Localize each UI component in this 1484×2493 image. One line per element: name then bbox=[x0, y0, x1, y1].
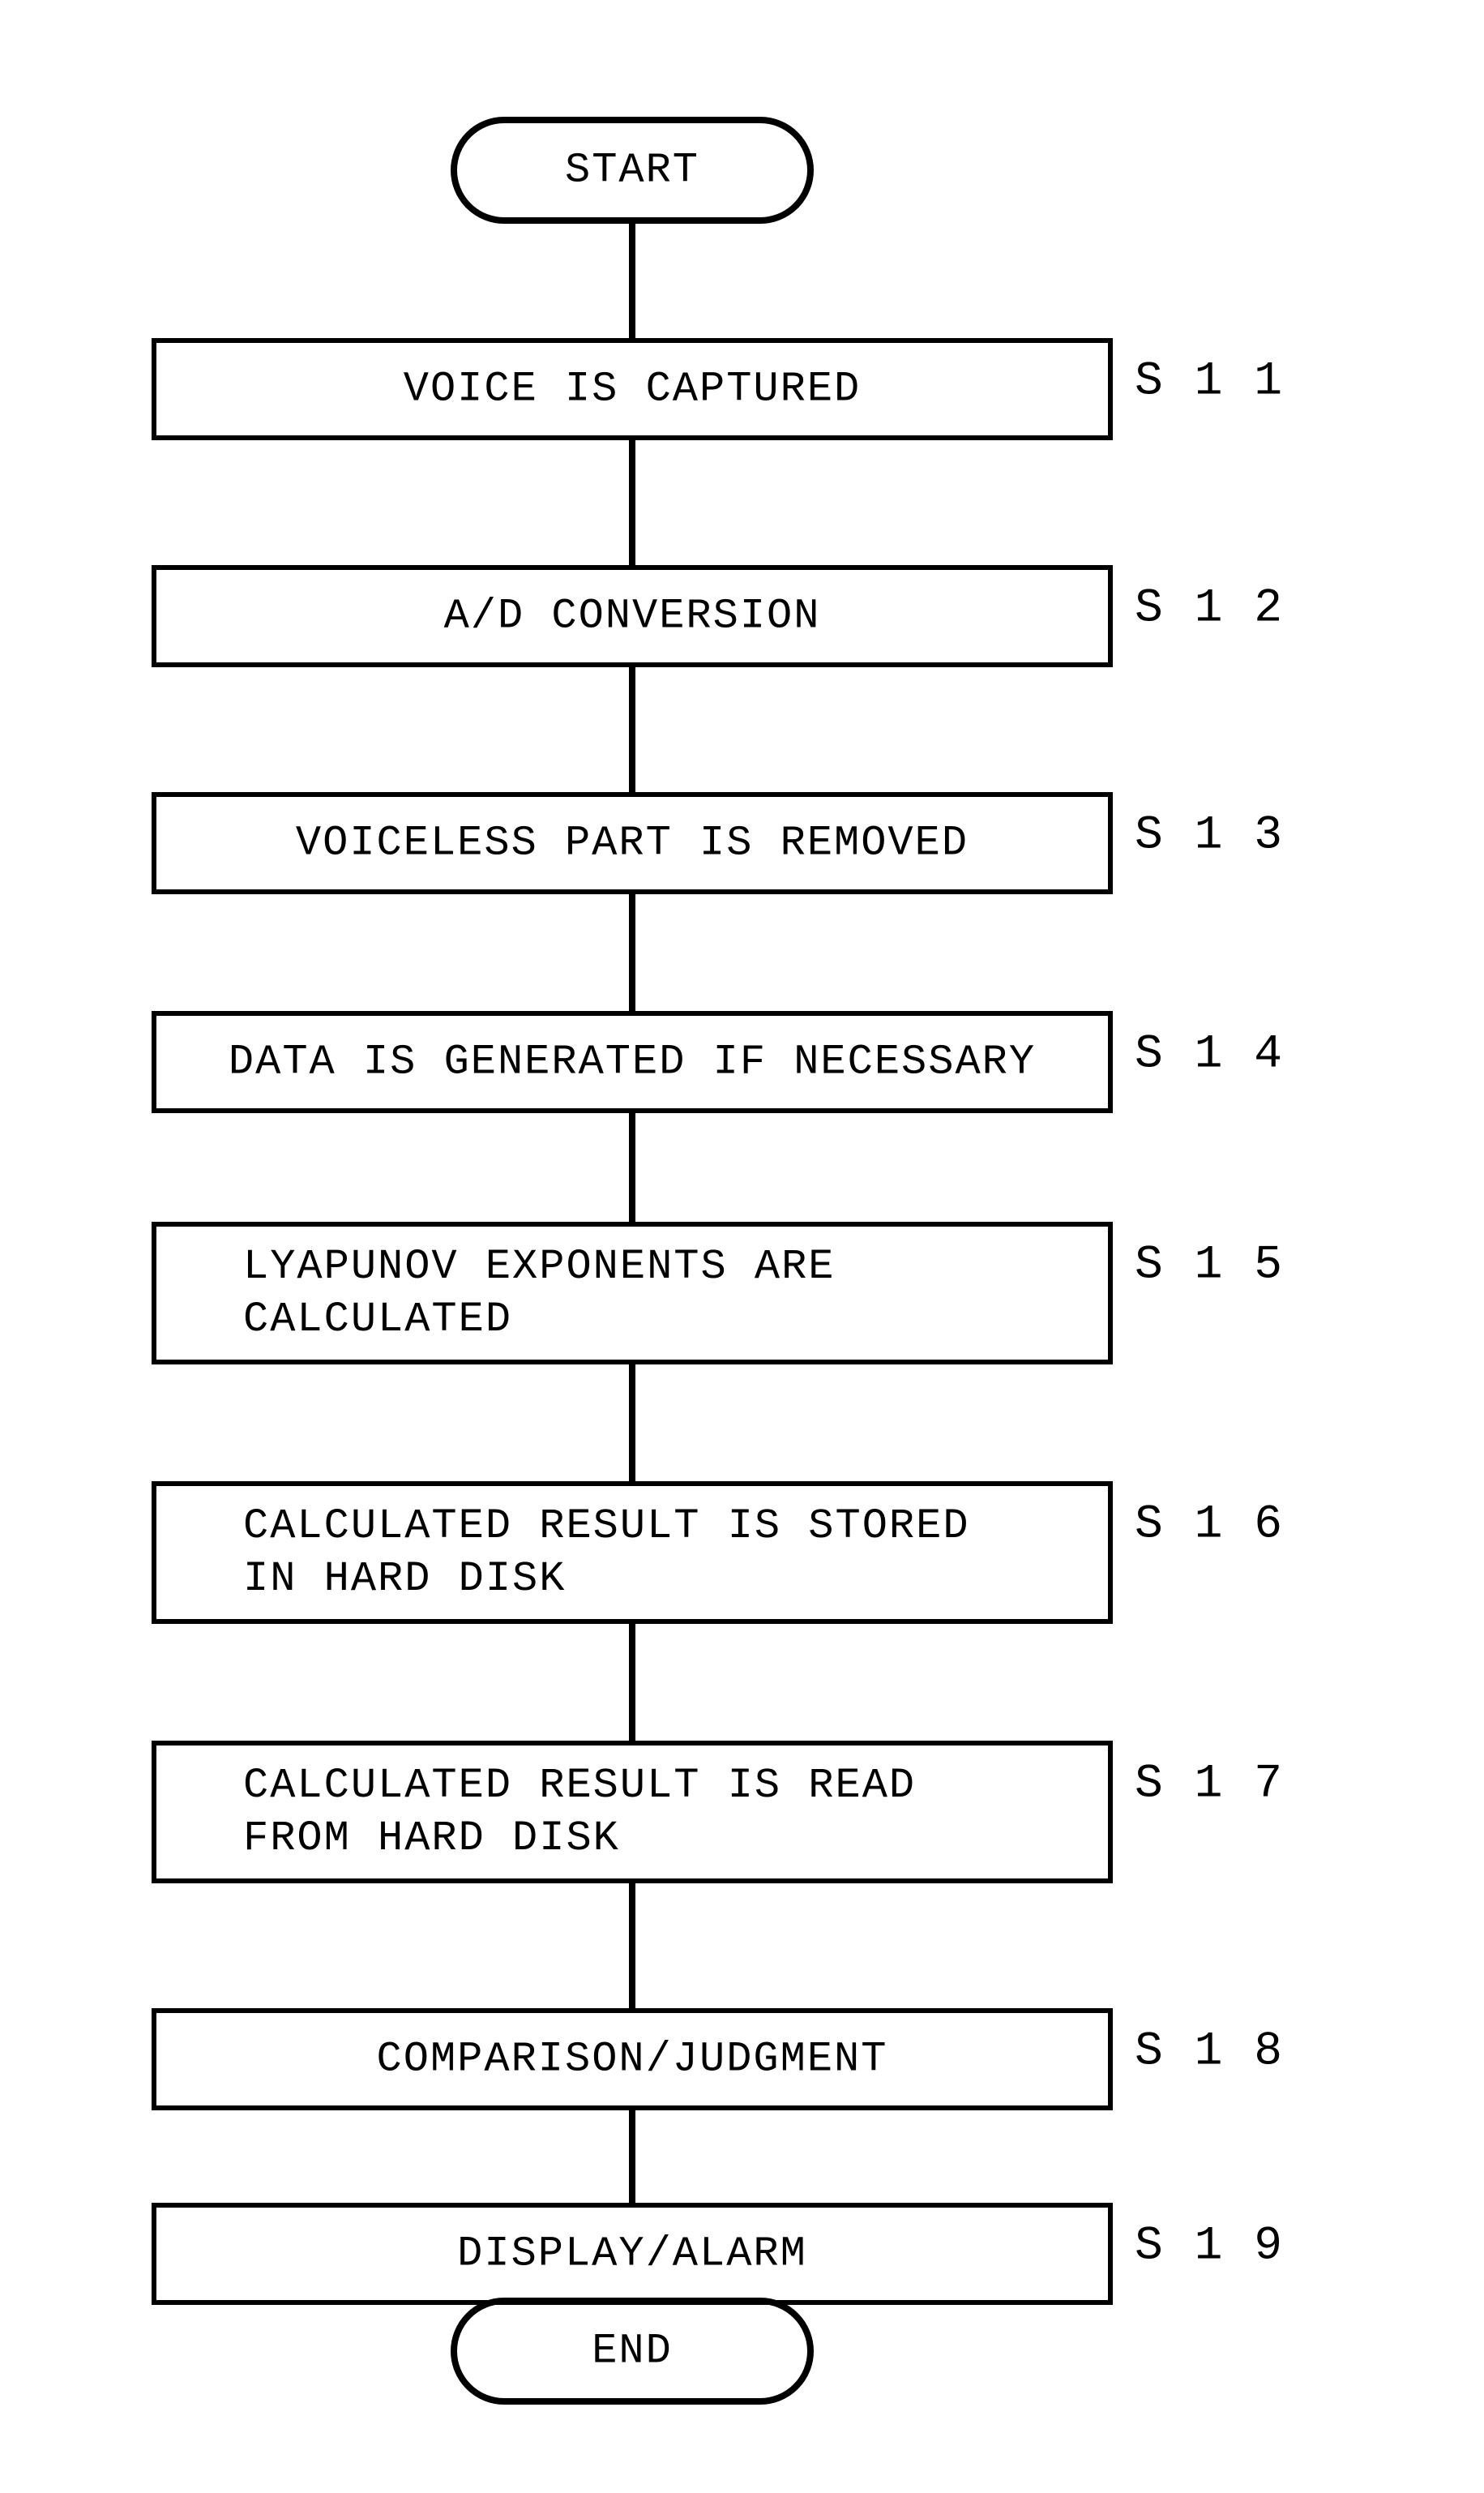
step-label-S19: S 1 9 bbox=[1135, 2220, 1284, 2272]
step-label-S13: S 1 3 bbox=[1135, 809, 1284, 862]
terminator-start-text: START bbox=[565, 147, 699, 195]
step-S16-line-1: IN HARD DISK bbox=[243, 1555, 566, 1603]
step-label-S18: S 1 8 bbox=[1135, 2025, 1284, 2078]
step-S13-line-0: VOICELESS PART IS REMOVED bbox=[296, 820, 969, 867]
step-label-S15: S 1 5 bbox=[1135, 1239, 1284, 1291]
terminator-end-text: END bbox=[592, 2328, 673, 2375]
step-S15-line-1: CALCULATED bbox=[243, 1296, 512, 1343]
step-S11: VOICE IS CAPTURED S 1 1 bbox=[154, 341, 1284, 438]
step-label-S12: S 1 2 bbox=[1135, 582, 1284, 635]
step-S16-line-0: CALCULATED RESULT IS STORED bbox=[243, 1502, 970, 1550]
terminator-start: START bbox=[454, 120, 810, 221]
step-S18: COMPARISON/JUDGMENT S 1 8 bbox=[154, 2011, 1284, 2108]
step-S19: DISPLAY/ALARM S 1 9 bbox=[154, 2205, 1284, 2302]
step-S12-line-0: A/D CONVERSION bbox=[444, 593, 821, 640]
step-S12: A/D CONVERSION S 1 2 bbox=[154, 568, 1284, 665]
step-S16: CALCULATED RESULT IS STORED IN HARD DISK S… bbox=[154, 1484, 1284, 1621]
step-S13: VOICELESS PART IS REMOVED S 1 3 bbox=[154, 795, 1284, 892]
step-S15: LYAPUNOV EXPONENTS ARE CALCULATED S 1 5 bbox=[154, 1224, 1284, 1362]
step-S14: DATA IS GENERATED IF NECESSARY S 1 4 bbox=[154, 1013, 1284, 1111]
step-S18-line-0: COMPARISON/JUDGMENT bbox=[377, 2036, 888, 2084]
step-label-S16: S 1 6 bbox=[1135, 1498, 1284, 1551]
step-S14-line-0: DATA IS GENERATED IF NECESSARY bbox=[229, 1039, 1036, 1086]
step-S11-line-0: VOICE IS CAPTURED bbox=[404, 366, 862, 413]
step-label-S11: S 1 1 bbox=[1135, 355, 1284, 408]
step-S17-line-1: FROM HARD DISK bbox=[243, 1814, 620, 1862]
step-S15-line-0: LYAPUNOV EXPONENTS ARE bbox=[243, 1243, 836, 1291]
step-label-S17: S 1 7 bbox=[1135, 1758, 1284, 1810]
terminator-end: END bbox=[454, 2301, 810, 2401]
step-S17-line-0: CALCULATED RESULT IS READ bbox=[243, 1762, 916, 1810]
step-S17: CALCULATED RESULT IS READFROM HARD DISK S… bbox=[154, 1743, 1284, 1881]
step-S19-line-0: DISPLAY/ALARM bbox=[457, 2230, 807, 2278]
step-label-S14: S 1 4 bbox=[1135, 1028, 1284, 1081]
